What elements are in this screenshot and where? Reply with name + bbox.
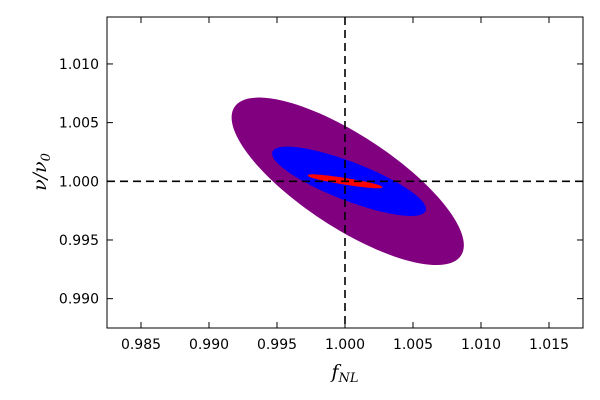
x-tick-label-0: 0.985 bbox=[121, 337, 161, 353]
y-axis-label: ν/ν0 bbox=[29, 153, 54, 191]
y-axis-label-subscript: 0 bbox=[39, 153, 54, 161]
axis-ticks bbox=[107, 17, 583, 328]
x-tick-label-2: 0.995 bbox=[257, 337, 297, 353]
y-tick-label-2: 1.000 bbox=[59, 174, 99, 190]
x-axis-label-subscript: NL bbox=[338, 371, 359, 386]
x-tick-label-1: 0.990 bbox=[189, 337, 229, 353]
y-tick-labels: 0.990 0.995 1.000 1.005 1.010 bbox=[59, 57, 99, 308]
x-tick-labels: 0.985 0.990 0.995 1.000 1.005 1.010 1.015 bbox=[121, 337, 569, 353]
y-tick-label-0: 0.990 bbox=[59, 292, 99, 308]
x-tick-label-4: 1.005 bbox=[393, 337, 433, 353]
x-axis-label: fNL bbox=[329, 361, 358, 386]
x-tick-label-5: 1.010 bbox=[461, 337, 501, 353]
reference-lines bbox=[107, 17, 583, 328]
x-tick-label-6: 1.015 bbox=[529, 337, 569, 353]
y-tick-label-1: 0.995 bbox=[59, 233, 99, 249]
x-tick-label-3: 1.000 bbox=[325, 337, 365, 353]
y-tick-label-3: 1.005 bbox=[59, 116, 99, 132]
y-tick-label-4: 1.010 bbox=[59, 57, 99, 73]
